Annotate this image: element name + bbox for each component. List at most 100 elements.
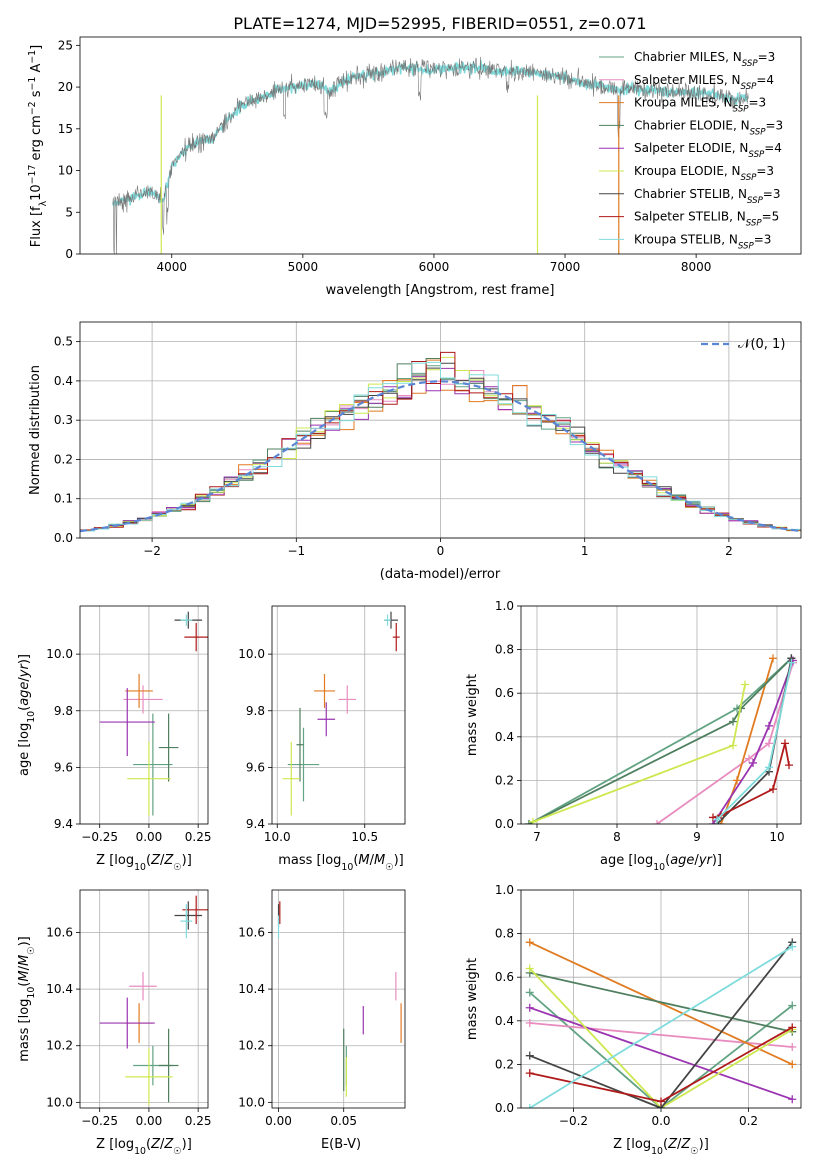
mass-weight-line (529, 991, 793, 1108)
mass-weight-marker (729, 717, 737, 726)
y-tick-label: 10.0 (238, 647, 265, 661)
y-tick-label: 9.8 (246, 704, 265, 718)
panel-mass-weight-vs-age: 7 8 9 10 0.0 0.2 0.4 0.6 0.8 1.0 age [log10(age/yr… (465, 599, 802, 873)
y-tick-label: 0.4 (495, 730, 514, 744)
mass-weight-marker (525, 1104, 534, 1108)
x-tick-label: 10.5 (351, 830, 378, 844)
y-tick-label: 10.2 (46, 1039, 73, 1053)
mass-weight-line (529, 971, 793, 1033)
x-tick-label: 0.25 (185, 1114, 212, 1128)
x-tick-label: 4000 (156, 260, 187, 274)
normal-reference-curve (80, 380, 801, 533)
x-axis-label: Z [log10(Z/Z☉)] (96, 1137, 192, 1157)
y-tick-label: 0.0 (495, 1101, 514, 1115)
y-tick-label: 9.6 (54, 760, 73, 774)
axes-frame (271, 605, 406, 825)
legend-label: Chabrier MILES, NSSP=3 (634, 50, 775, 69)
y-tick-label: 25 (58, 38, 73, 52)
panel-mass-weight-vs-Z: −0.2 0.0 0.2 0.0 0.2 0.4 0.6 0.8 1.0 Z [log10(Z/Z… (465, 883, 802, 1157)
mass-weight-line (528, 657, 793, 824)
x-axis-label: (data-model)/error (380, 567, 501, 582)
x-tick-label: 10 (769, 830, 784, 844)
observed-spectrum (112, 56, 749, 254)
plot-area (99, 895, 208, 1106)
legend-label: Kroupa STELIB, NSSP=3 (634, 232, 771, 251)
x-tick-label: 0.05 (330, 1114, 357, 1128)
mass-weight-marker (745, 754, 753, 763)
x-axis-label: mass [log10(M/M☉)] (278, 853, 404, 873)
x-tick-label: −0.2 (559, 1114, 588, 1128)
mass-weight-line (712, 660, 794, 824)
axes-frame (79, 605, 209, 825)
y-axis-label: mass [log10(M/M☉)] (17, 936, 37, 1062)
x-tick-label: 8000 (681, 260, 712, 274)
legend-label: Salpeter MILES, NSSP=4 (634, 73, 774, 92)
mass-weight-marker (765, 763, 773, 772)
x-tick-label: 7000 (550, 260, 581, 274)
x-tick-label: 0.00 (136, 830, 163, 844)
y-tick-label: 9.4 (246, 817, 265, 831)
legend-label: Kroupa MILES, NSSP=3 (634, 96, 766, 115)
y-tick-label: 20 (58, 80, 73, 94)
y-tick-label: 5 (65, 205, 73, 219)
y-tick-label: 0.3 (54, 413, 73, 427)
x-tick-label: 9 (693, 830, 701, 844)
mass-weight-marker (653, 820, 661, 824)
axes-frame (79, 321, 802, 539)
x-axis-label: E(B-V) (321, 1137, 361, 1152)
plot-area (525, 938, 797, 1108)
y-tick-label: 15 (58, 122, 73, 136)
legend-label: Salpeter STELIB, NSSP=5 (634, 210, 779, 229)
y-tick-label: 0.6 (495, 686, 514, 700)
mass-weight-marker (657, 1097, 665, 1106)
mass-weight-marker (781, 739, 789, 748)
mass-weight-marker (525, 1018, 534, 1027)
y-axis-label: Normed distribution (28, 365, 43, 495)
mass-weight-marker (765, 739, 773, 748)
mass-weight-line (529, 945, 793, 1108)
y-tick-label: 0.8 (495, 927, 514, 941)
mass-weight-marker (787, 658, 796, 667)
x-tick-label: 1 (581, 544, 589, 558)
x-axis-label: age [log10(age/yr)] (600, 853, 722, 873)
mass-weight-marker (733, 776, 741, 785)
y-tick-label: 0.2 (495, 773, 514, 787)
axes-frame (79, 889, 209, 1109)
panel-age-vs-Z: −0.25 0.00 0.25 9.4 9.6 9.8 10.0 Z [log10(Z/Z☉)… (17, 605, 212, 873)
x-tick-label: −2 (143, 544, 161, 558)
y-tick-label: 10 (58, 164, 73, 178)
mass-weight-line (529, 1006, 793, 1101)
mass-weight-marker (525, 938, 534, 947)
mass-weight-marker (525, 988, 534, 997)
y-tick-label: 0.4 (54, 374, 73, 388)
x-axis-label: Z [log10(Z/Z☉)] (613, 1137, 709, 1157)
plot-area (99, 611, 208, 816)
mass-weight-line (529, 941, 794, 1108)
mass-weight-marker (769, 654, 777, 663)
x-tick-label: 5000 (288, 260, 319, 274)
y-tick-label: 9.6 (246, 760, 265, 774)
panel-mass-vs-Z: −0.25 0.00 0.25 10.0 10.2 10.4 10.6 Z [log10(Z/… (17, 889, 212, 1157)
mass-weight-marker (769, 785, 777, 794)
y-tick-label: 9.8 (54, 704, 73, 718)
mass-weight-marker (741, 680, 749, 689)
legend-label: Salpeter ELODIE, NSSP=4 (634, 141, 782, 160)
y-tick-label: 0.2 (54, 452, 73, 466)
x-tick-label: 6000 (419, 260, 450, 274)
x-tick-label: 0 (437, 544, 445, 558)
axes-frame (79, 36, 802, 255)
y-tick-label: 0.1 (54, 492, 73, 506)
y-tick-label: 0.4 (495, 1014, 514, 1028)
x-tick-label: 0.25 (185, 830, 212, 844)
panel-age-vs-mass: 10.0 10.5 9.4 9.6 9.8 10.0 mass [log10(M/M☉)] (238, 605, 406, 873)
plot-area (80, 351, 801, 533)
mass-weight-marker (525, 1069, 534, 1078)
legend-label: 𝒩(0, 1) (738, 337, 785, 352)
plot-area (277, 901, 402, 1097)
y-tick-label: 1.0 (495, 599, 514, 613)
x-tick-label: 0.00 (136, 1114, 163, 1128)
y-axis-label: mass weight (465, 674, 480, 756)
plot-area (282, 611, 400, 816)
y-tick-label: 10.6 (46, 925, 73, 939)
